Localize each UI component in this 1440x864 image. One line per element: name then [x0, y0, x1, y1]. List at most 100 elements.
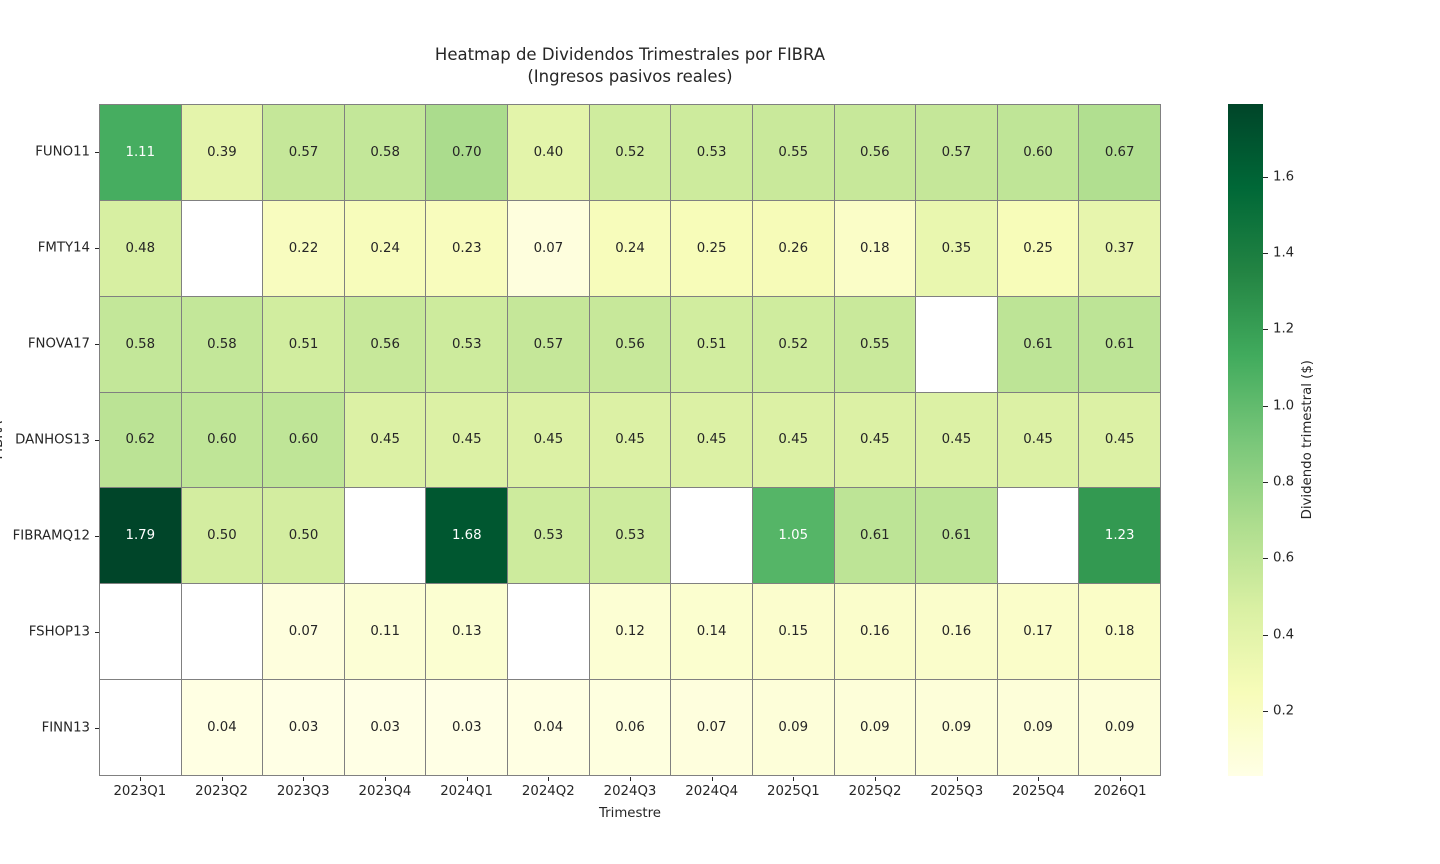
colorbar-tick-mark — [1263, 176, 1268, 178]
x-tick-mark — [1038, 777, 1040, 781]
heatmap-cell: 0.53 — [508, 488, 589, 584]
colorbar-tick-mark — [1263, 634, 1268, 636]
heatmap-cell — [181, 584, 263, 680]
heatmap-cell: 0.16 — [834, 584, 916, 680]
colorbar-tick-label: 0.8 — [1273, 474, 1295, 490]
y-tick-mark — [95, 152, 99, 153]
heatmap-cell: 0.60 — [181, 392, 263, 488]
x-tick-label: 2025Q3 — [930, 784, 984, 799]
heatmap-cell — [100, 680, 181, 775]
x-axis-label: Trimestre — [599, 806, 661, 821]
x-tick-mark — [875, 777, 877, 781]
heatmap-cell: 0.25 — [671, 200, 752, 296]
x-tick-mark — [793, 777, 795, 781]
x-tick-label: 2023Q4 — [358, 784, 412, 799]
heatmap-cell: 0.07 — [671, 680, 752, 775]
x-tick-label: 2025Q2 — [848, 784, 902, 799]
colorbar-tick-label: 0.4 — [1273, 627, 1295, 643]
heatmap-cell — [508, 584, 589, 680]
x-tick-label: 2023Q1 — [113, 784, 167, 799]
x-tick-label: 2024Q2 — [521, 784, 575, 799]
heatmap-cell: 0.04 — [181, 680, 263, 775]
heatmap-cell: 0.09 — [1079, 680, 1160, 775]
chart-title: Heatmap de Dividendos Trimestrales por F… — [99, 44, 1161, 88]
heatmap-cell: 0.45 — [834, 392, 916, 488]
y-tick-label: FMTY14 — [37, 240, 90, 256]
heatmap-cell: 0.57 — [508, 296, 589, 392]
heatmap-cell: 0.45 — [997, 392, 1079, 488]
heatmap-cell: 0.45 — [344, 392, 426, 488]
heatmap-cell: 0.03 — [344, 680, 426, 775]
heatmap-cell: 0.09 — [997, 680, 1079, 775]
heatmap-cell: 0.11 — [344, 584, 426, 680]
x-tick-label: 2025Q4 — [1012, 784, 1065, 799]
heatmap-cell: 0.45 — [752, 392, 834, 488]
heatmap-cell: 0.53 — [426, 296, 508, 392]
heatmap-cell: 0.50 — [263, 488, 344, 584]
heatmap-cell: 0.58 — [181, 296, 263, 392]
x-tick-mark — [711, 777, 713, 781]
heatmap-cell: 0.52 — [589, 105, 671, 200]
heatmap-cell: 0.25 — [997, 200, 1079, 296]
heatmap-cell — [100, 584, 181, 680]
heatmap-cell: 0.03 — [263, 680, 344, 775]
heatmap-cell: 0.06 — [589, 680, 671, 775]
x-tick-label: 2024Q1 — [440, 784, 493, 799]
y-tick-label: FUNO11 — [35, 144, 90, 160]
y-tick-label: FNOVA17 — [27, 336, 90, 352]
heatmap-cell: 0.39 — [181, 105, 263, 200]
y-tick-mark — [95, 248, 99, 249]
heatmap-cell: 0.56 — [589, 296, 671, 392]
heatmap-cell: 0.07 — [263, 584, 344, 680]
colorbar-tick-label: 1.6 — [1273, 169, 1295, 185]
heatmap-cell: 0.18 — [834, 200, 916, 296]
colorbar — [1228, 104, 1263, 776]
colorbar-tick-label: 0.6 — [1273, 550, 1295, 566]
heatmap-cell: 0.09 — [752, 680, 834, 775]
colorbar-label: Dividendo trimestral ($) — [1299, 360, 1315, 520]
x-tick-mark — [466, 777, 468, 781]
heatmap-cell: 0.40 — [508, 105, 589, 200]
heatmap-cell: 0.55 — [752, 105, 834, 200]
heatmap-cell: 0.07 — [508, 200, 589, 296]
x-tick-mark — [221, 777, 223, 781]
heatmap-cell: 0.61 — [997, 296, 1079, 392]
heatmap-cell: 1.11 — [100, 105, 181, 200]
x-tick-mark — [630, 777, 631, 781]
heatmap-cell: 1.79 — [100, 488, 181, 584]
heatmap-cell: 0.57 — [916, 105, 997, 200]
heatmap-cell: 0.53 — [671, 105, 752, 200]
heatmap-cell: 0.56 — [834, 105, 916, 200]
heatmap-cell: 0.51 — [263, 296, 344, 392]
heatmap-cell: 0.22 — [263, 200, 344, 296]
colorbar-tick-mark — [1263, 711, 1268, 713]
heatmap-cell: 0.53 — [589, 488, 671, 584]
heatmap-cell: 0.67 — [1079, 105, 1160, 200]
heatmap-cell: 0.26 — [752, 200, 834, 296]
heatmap-cell: 0.35 — [916, 200, 997, 296]
colorbar-tick-label: 1.4 — [1273, 245, 1295, 261]
heatmap-cell: 0.60 — [263, 392, 344, 488]
heatmap-cell: 0.48 — [100, 200, 181, 296]
heatmap-cell: 0.45 — [671, 392, 752, 488]
heatmap-cell — [344, 488, 426, 584]
colorbar-tick-mark — [1263, 329, 1268, 331]
x-tick-label: 2023Q3 — [276, 784, 330, 799]
heatmap-cell — [181, 200, 263, 296]
heatmap-cell: 0.03 — [426, 680, 508, 775]
y-tick-label: FIBRAMQ12 — [12, 528, 90, 544]
x-tick-mark — [548, 777, 550, 781]
heatmap-cell: 0.62 — [100, 392, 181, 488]
x-tick-mark — [303, 777, 305, 781]
heatmap-cell: 0.61 — [834, 488, 916, 584]
y-tick-mark — [95, 536, 99, 537]
heatmap-cell: 0.60 — [997, 105, 1079, 200]
chart-title-line2: (Ingresos pasivos reales) — [527, 67, 733, 86]
y-tick-mark — [95, 440, 99, 441]
x-tick-label: 2025Q1 — [766, 784, 820, 799]
heatmap-cell: 0.12 — [589, 584, 671, 680]
heatmap-cell: 0.58 — [344, 105, 426, 200]
y-tick-label: FSHOP13 — [28, 624, 90, 640]
y-tick-mark — [95, 344, 99, 345]
